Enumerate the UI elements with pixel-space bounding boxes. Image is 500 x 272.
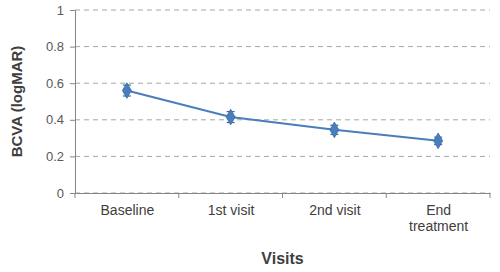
markers	[122, 83, 442, 149]
error-bars	[123, 85, 442, 144]
x-tick: 1st visit	[208, 193, 255, 218]
y-tick-label: 1	[57, 3, 64, 18]
y-tick-label: 0.8	[46, 39, 64, 54]
x-divider	[490, 193, 491, 198]
y-tick: 0.4	[46, 112, 75, 127]
x-tick: 2nd visit	[309, 193, 360, 218]
y-tick-mark	[70, 83, 75, 84]
y-tick: 0.6	[46, 76, 75, 91]
grid-line	[75, 10, 490, 11]
x-axis: Baseline 1st visit 2nd visit Endtreatment	[76, 193, 491, 234]
x-tick-label: Baseline	[101, 202, 155, 218]
y-tick-mark	[70, 10, 75, 11]
x-axis-title: Visits	[261, 250, 304, 267]
marker	[330, 122, 339, 138]
y-tick-mark	[70, 47, 75, 48]
chart: 0 0.2 0.4 0.6 0.8 1 Baseline 1st visit 2nd visit…	[0, 0, 500, 272]
y-tick-mark	[70, 193, 75, 194]
grid-line	[75, 46, 490, 47]
marker	[434, 133, 443, 149]
y-tick: 0.2	[46, 149, 75, 164]
x-tick-label-line: End	[426, 202, 451, 218]
x-divider	[178, 193, 179, 198]
y-tick-label: 0.2	[46, 149, 64, 164]
y-tick-label: 0.4	[46, 112, 64, 127]
series-line	[127, 91, 438, 141]
y-tick-label: 0.6	[46, 76, 64, 91]
x-tick-label: 1st visit	[208, 202, 255, 218]
x-tick: Endtreatment	[409, 193, 468, 234]
x-dividers	[75, 193, 490, 198]
marker	[122, 83, 131, 99]
y-tick-label: 0	[57, 186, 64, 201]
y-tick-mark	[70, 120, 75, 121]
y-axis-title: BCVA (logMAR)	[8, 46, 25, 158]
grid	[75, 10, 490, 193]
plot: 0 0.2 0.4 0.6 0.8 1 Baseline 1st visit 2nd visit…	[46, 3, 491, 234]
x-tick-label: Endtreatment	[409, 202, 468, 234]
y-tick-mark	[70, 156, 75, 157]
x-tick-label: 2nd visit	[309, 202, 360, 218]
y-axis: 0 0.2 0.4 0.6 0.8 1	[46, 3, 76, 201]
y-tick: 1	[57, 3, 75, 18]
x-tick: Baseline	[101, 193, 155, 218]
grid-line	[75, 83, 490, 84]
y-tick: 0.8	[46, 39, 75, 54]
grid-line	[75, 156, 490, 157]
x-divider	[282, 193, 283, 198]
y-tick: 0	[57, 186, 75, 201]
x-divider	[75, 193, 76, 198]
marker	[226, 109, 235, 125]
x-divider	[386, 193, 387, 198]
grid-line	[75, 119, 490, 120]
marks	[122, 83, 442, 149]
x-tick-label-line: treatment	[409, 218, 468, 234]
y-axis-line	[70, 11, 76, 194]
